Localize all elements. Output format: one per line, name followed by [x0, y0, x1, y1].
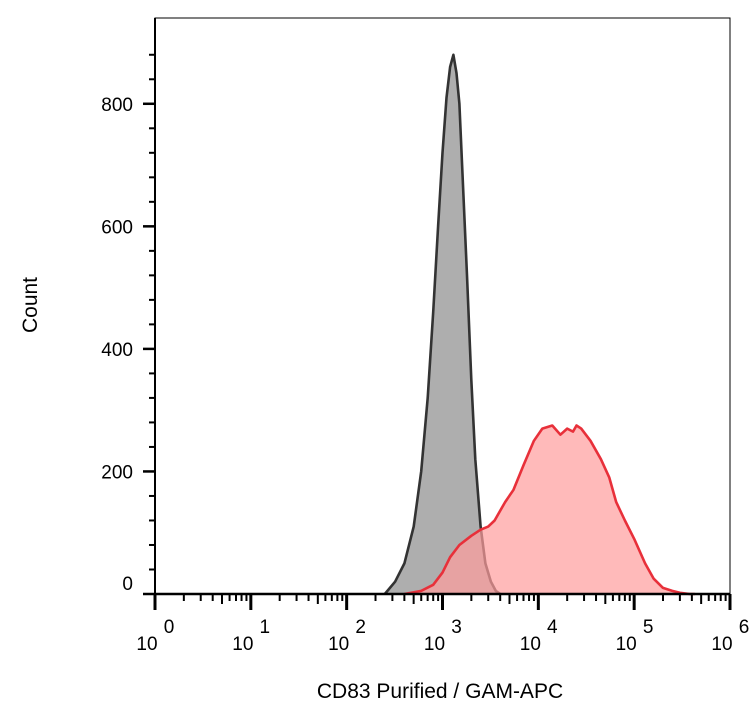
x-tick-label-base: 10 [424, 634, 445, 655]
y-axis-title: Count [19, 277, 42, 333]
y-axis: 0 200 400 600 800 [101, 18, 156, 596]
x-tick-label-exponent: 5 [643, 617, 654, 638]
x-tick-label-exponent: 4 [547, 617, 558, 638]
series-area-2 [404, 425, 695, 594]
x-tick-label-exponent: 3 [451, 617, 462, 638]
series-line-2 [404, 424, 695, 596]
x-axis: 10 0 10 1 10 2 10 3 10 4 10 5 10 6 [136, 592, 749, 655]
y-tick-label: 0 [122, 574, 133, 595]
x-tick-label-base: 10 [232, 634, 253, 655]
y-tick-label: 600 [101, 217, 133, 238]
x-tick-label-base: 10 [328, 634, 349, 655]
x-axis-title: CD83 Purified / GAM-APC [317, 680, 563, 703]
y-tick-label: 400 [101, 340, 133, 361]
series-layer [383, 53, 695, 596]
x-tick-label-base: 10 [616, 634, 637, 655]
y-tick-label: 200 [101, 462, 133, 483]
x-tick-label-base: 10 [711, 634, 732, 655]
series-area-1 [384, 54, 501, 595]
y-tick-label: 800 [101, 95, 133, 116]
x-tick-label-exponent: 2 [355, 617, 366, 638]
x-tick-label-exponent: 6 [739, 617, 749, 638]
x-tick-label-base: 10 [136, 634, 157, 655]
x-tick-label-base: 10 [520, 634, 541, 655]
x-tick-label-exponent: 1 [260, 617, 271, 638]
x-tick-label-exponent: 0 [164, 617, 175, 638]
